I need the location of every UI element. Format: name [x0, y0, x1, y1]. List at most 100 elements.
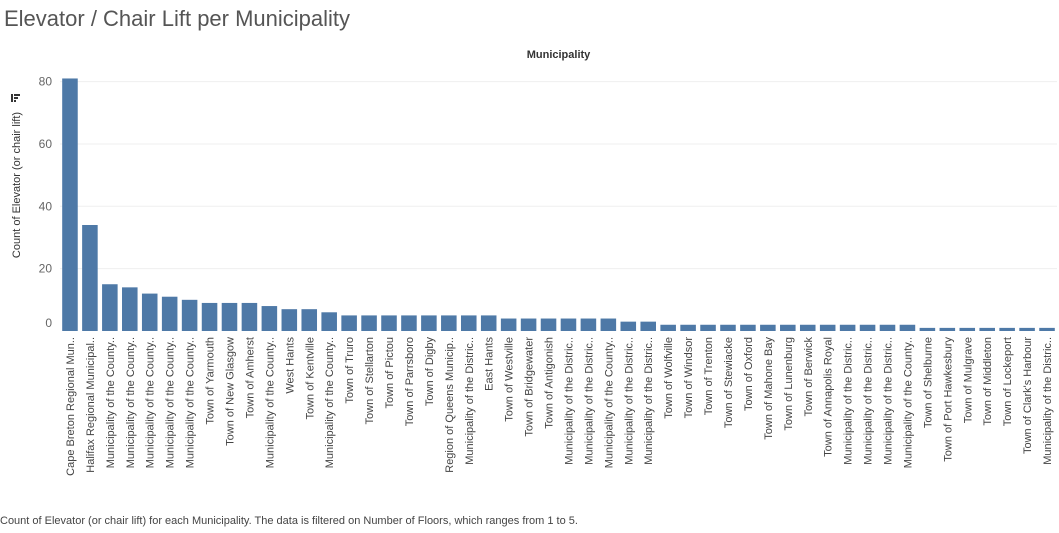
- bar[interactable]: [859, 324, 876, 331]
- bar[interactable]: [221, 302, 238, 331]
- bar[interactable]: [819, 324, 836, 331]
- bar[interactable]: [261, 306, 278, 331]
- column-header: Municipality: [527, 49, 591, 61]
- y-tick-label: 80: [39, 75, 53, 89]
- x-tick-label: Town of Kentville: [304, 337, 316, 420]
- bar[interactable]: [281, 309, 298, 331]
- x-tick-label: Town of Amherst: [244, 337, 256, 418]
- bar[interactable]: [839, 324, 856, 331]
- gridlines: [60, 81, 1057, 270]
- bar[interactable]: [560, 318, 577, 331]
- x-tick-label: Municipality of the Distric..: [863, 337, 875, 465]
- bar[interactable]: [361, 315, 377, 331]
- x-tick-label: Town of Middleton: [982, 337, 994, 426]
- bar[interactable]: [799, 324, 816, 331]
- x-tick-label: Town of Lunenburg: [783, 337, 795, 431]
- y-tick-label: 60: [39, 137, 53, 151]
- x-tick-label: Town of Westville: [504, 337, 516, 422]
- x-tick-label: Municipality of the County..: [603, 337, 615, 468]
- bar[interactable]: [1019, 327, 1035, 331]
- x-tick-label: Municipality of the Distric..: [583, 337, 595, 465]
- bar[interactable]: [201, 302, 218, 331]
- x-tick-label: Town of Pictou: [384, 337, 396, 409]
- bar[interactable]: [879, 324, 896, 331]
- x-tick-label: Town of Wolfville: [663, 337, 675, 419]
- bar[interactable]: [441, 315, 457, 331]
- x-tick-label: East Hants: [484, 337, 496, 391]
- bar[interactable]: [760, 324, 776, 331]
- x-tick-label: West Hants: [284, 337, 296, 394]
- x-axis-labels: Cape Breton Regional Mun.. Halifax Region…: [65, 337, 1054, 476]
- x-tick-label: Halifax Regional Municipal..: [85, 337, 97, 473]
- x-tick-label: Town of Stewiacke: [723, 337, 735, 428]
- x-tick-label: Municipality of the County..: [902, 337, 914, 468]
- bar[interactable]: [620, 321, 637, 331]
- bar[interactable]: [241, 302, 258, 331]
- sort-descending-icon[interactable]: [11, 94, 20, 102]
- x-tick-label: Town of Trenton: [703, 337, 715, 415]
- x-tick-label: Municipality of the Distric..: [623, 337, 635, 465]
- x-tick-label: Town of Yarmouth: [205, 337, 217, 425]
- x-tick-label: Town of Port Hawkesbury: [942, 337, 954, 462]
- bar[interactable]: [939, 327, 956, 331]
- bar[interactable]: [959, 327, 976, 331]
- bar[interactable]: [500, 318, 517, 331]
- bar[interactable]: [520, 318, 537, 331]
- x-tick-label: Town of Clark's Harbour: [1022, 337, 1034, 454]
- bar[interactable]: [141, 293, 158, 331]
- bar[interactable]: [660, 324, 676, 331]
- bar[interactable]: [640, 321, 656, 331]
- bar[interactable]: [102, 284, 118, 331]
- x-tick-label: Town of Truro: [344, 337, 356, 404]
- bar[interactable]: [919, 327, 936, 331]
- bar[interactable]: [421, 315, 437, 331]
- bar[interactable]: [301, 309, 318, 331]
- bar[interactable]: [740, 324, 756, 331]
- bar[interactable]: [381, 315, 397, 331]
- bar[interactable]: [899, 324, 916, 331]
- bar[interactable]: [341, 315, 357, 331]
- x-tick-label: Municipality of the County..: [125, 337, 137, 468]
- x-tick-label: Municipality of the Distric..: [1042, 337, 1054, 465]
- bar[interactable]: [780, 324, 796, 331]
- x-tick-label: Town of Windsor: [683, 337, 695, 419]
- x-tick-label: Municipality of the County..: [145, 337, 157, 468]
- x-tick-label: Municipality of the County..: [324, 337, 336, 468]
- bar[interactable]: [181, 299, 198, 331]
- bar[interactable]: [1039, 327, 1055, 331]
- bar[interactable]: [321, 312, 337, 331]
- bar[interactable]: [580, 318, 597, 331]
- bar[interactable]: [82, 225, 98, 331]
- x-tick-label: Town of Digby: [424, 337, 436, 407]
- bar[interactable]: [720, 324, 736, 331]
- y-axis-title: Count of Elevator (or chair lift): [11, 112, 23, 258]
- x-tick-label: Town of Shelburne: [922, 337, 934, 428]
- x-tick-label: Town of New Glasgow: [224, 337, 236, 446]
- x-tick-label: Municipality of the County..: [165, 337, 177, 468]
- x-tick-label: Cape Breton Regional Mun..: [65, 337, 77, 476]
- x-tick-label: Region of Queens Municip..: [444, 337, 456, 473]
- x-tick-label: Town of Parrsboro: [404, 337, 416, 426]
- bar[interactable]: [700, 324, 716, 331]
- y-axis-ticks: 0 20 40 60 80: [39, 75, 53, 330]
- bar[interactable]: [401, 315, 417, 331]
- x-tick-label: Municipality of the Distric..: [464, 337, 476, 465]
- bar[interactable]: [600, 318, 617, 331]
- x-tick-label: Town of Berwick: [803, 337, 815, 417]
- bar[interactable]: [460, 315, 477, 331]
- bar[interactable]: [680, 324, 696, 331]
- bar[interactable]: [161, 296, 178, 331]
- x-tick-label: Town of Stellarton: [364, 337, 376, 424]
- x-tick-label: Town of Lockeport: [1002, 337, 1014, 426]
- bar[interactable]: [122, 287, 138, 331]
- chart-caption: Count of Elevator (or chair lift) for ea…: [0, 515, 578, 527]
- bar[interactable]: [999, 327, 1015, 331]
- bars: [62, 78, 1055, 331]
- x-tick-label: Town of Mulgrave: [962, 337, 974, 423]
- bar[interactable]: [979, 327, 995, 331]
- bar[interactable]: [62, 78, 78, 331]
- bar[interactable]: [480, 315, 497, 331]
- bar[interactable]: [540, 318, 557, 331]
- x-tick-label: Town of Mahone Bay: [763, 337, 775, 440]
- x-tick-label: Municipality of the Distric..: [843, 337, 855, 465]
